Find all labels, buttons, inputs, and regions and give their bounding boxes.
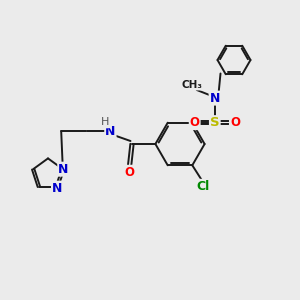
Text: H: H — [101, 117, 109, 128]
Text: CH₃: CH₃ — [182, 80, 203, 90]
Text: N: N — [105, 125, 116, 138]
Text: Cl: Cl — [196, 180, 209, 193]
Text: O: O — [124, 166, 135, 179]
Text: N: N — [210, 92, 220, 105]
Text: O: O — [230, 116, 240, 129]
Text: N: N — [52, 182, 62, 195]
Text: N: N — [58, 163, 69, 176]
Text: O: O — [190, 116, 200, 129]
Text: S: S — [210, 116, 220, 129]
